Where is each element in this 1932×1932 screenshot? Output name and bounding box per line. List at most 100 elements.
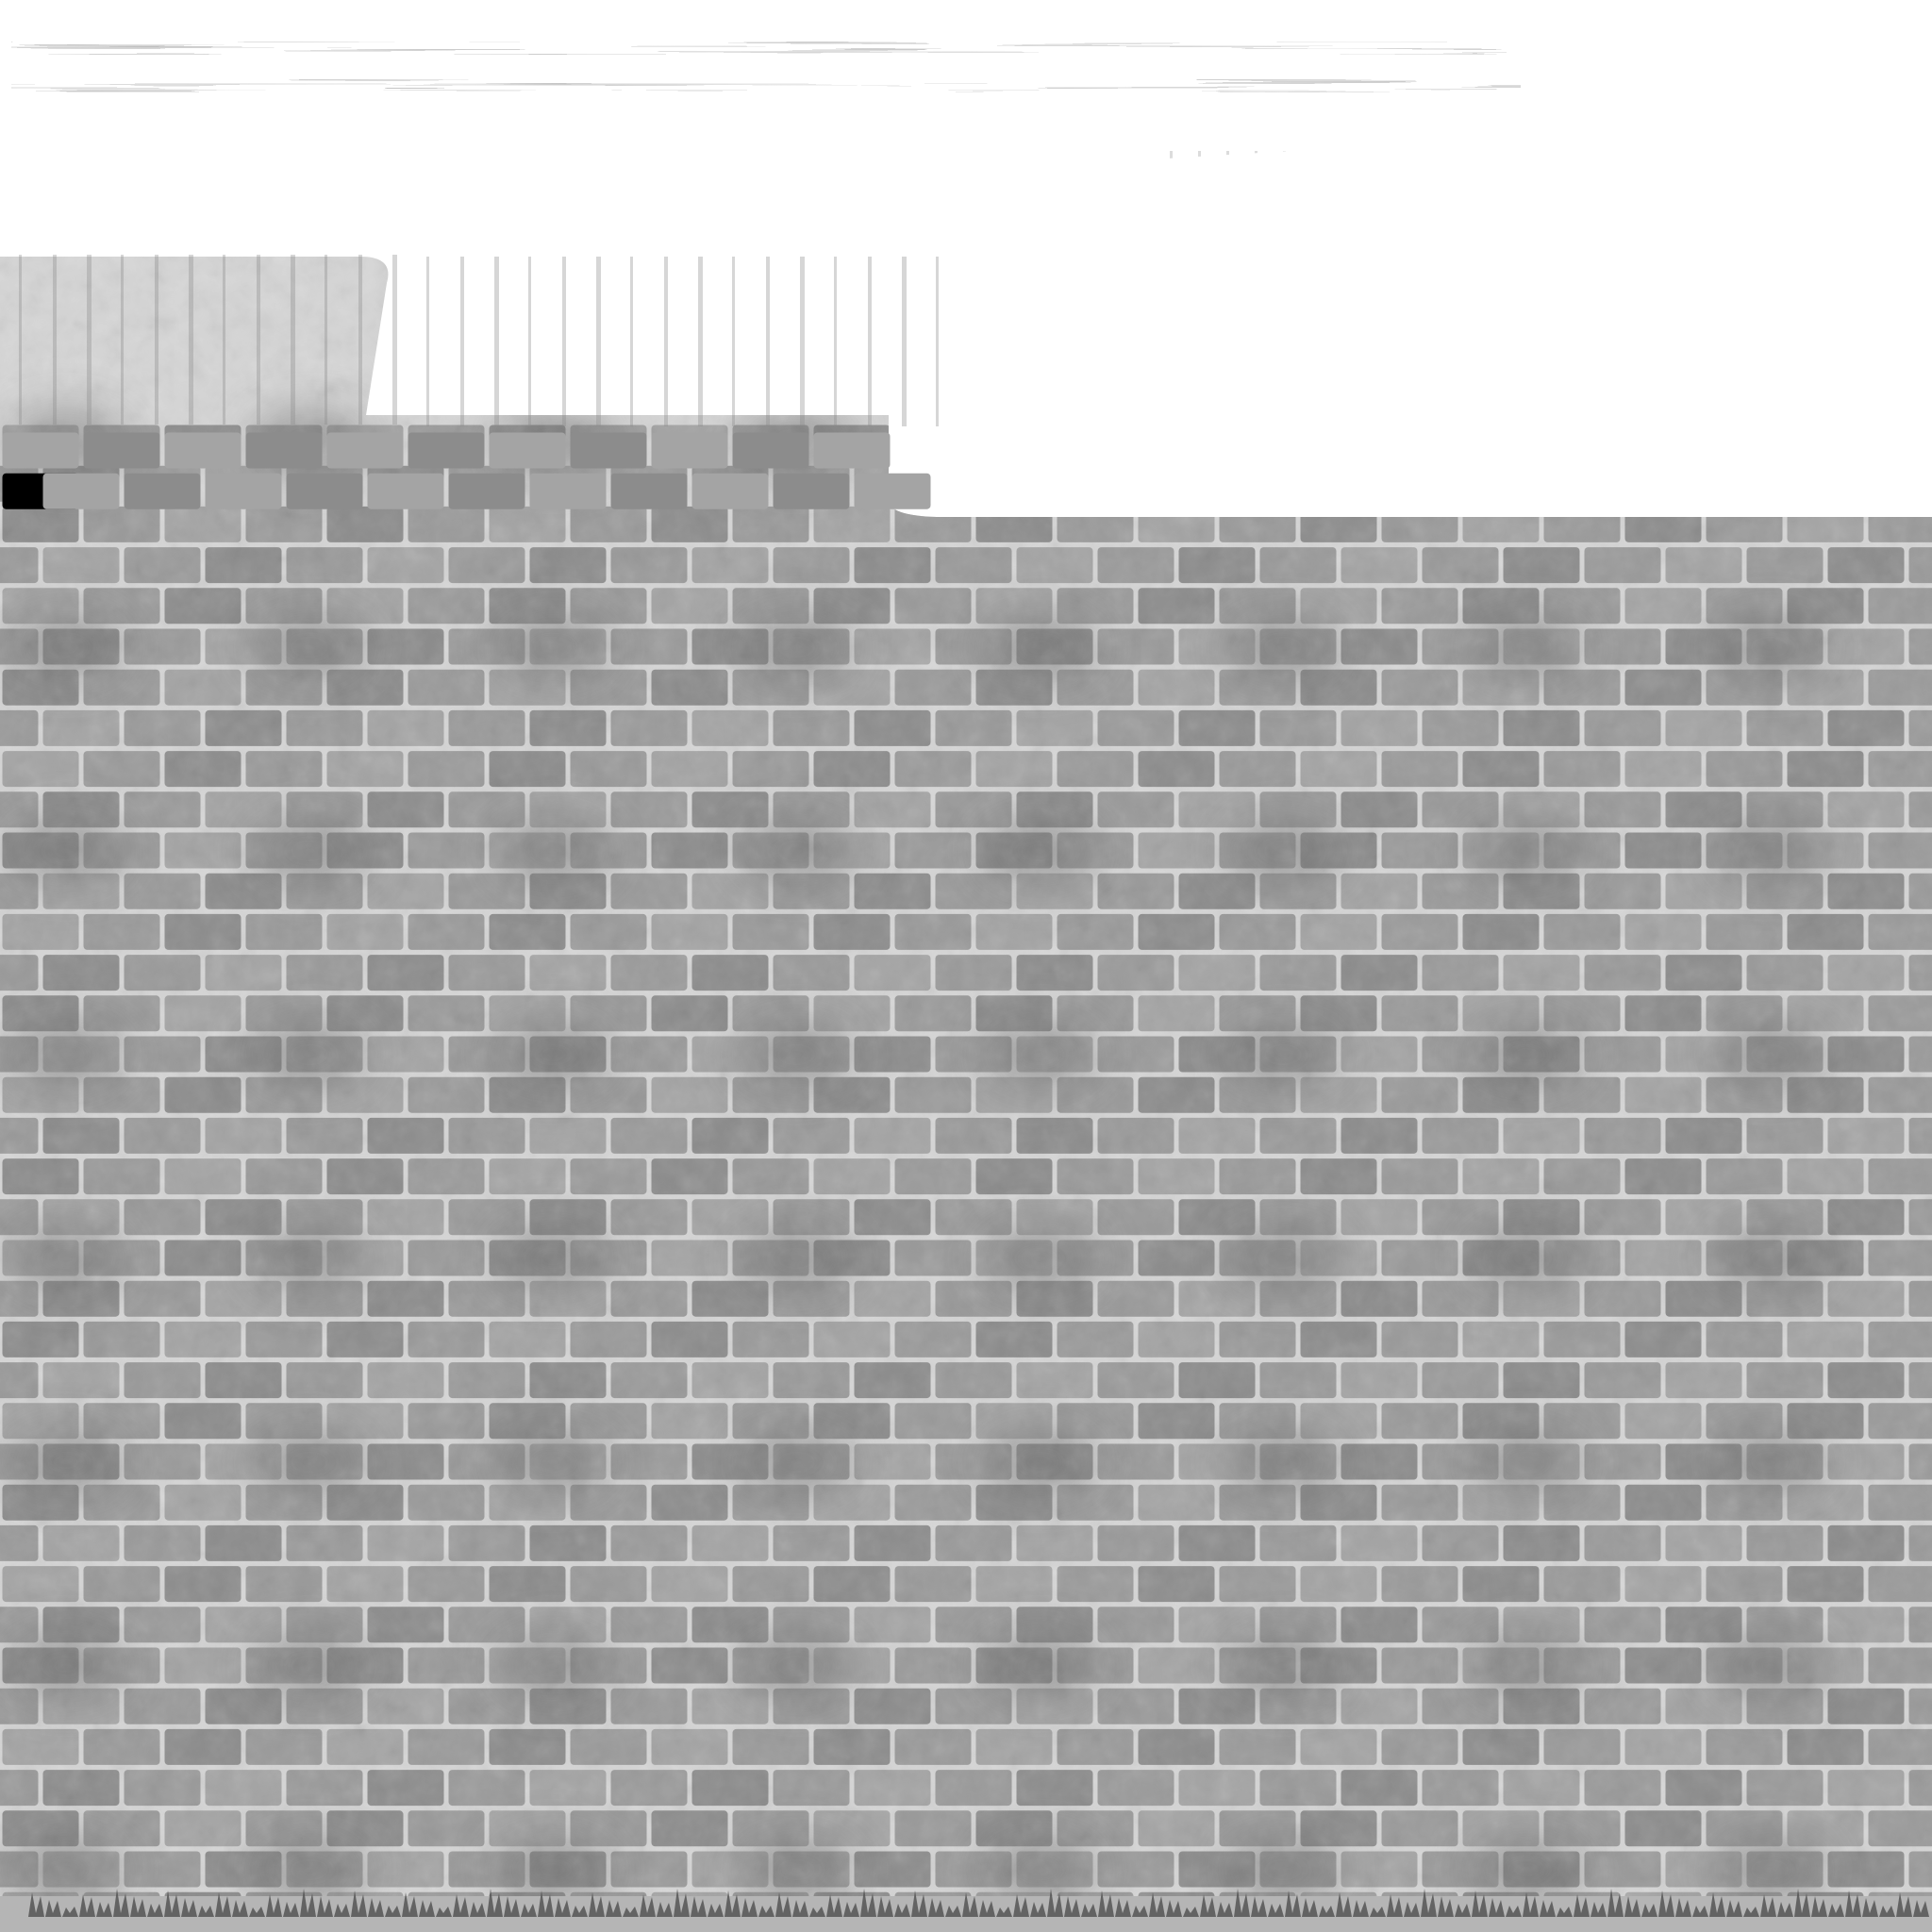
drip-streak [121, 255, 124, 425]
weed-tuft [164, 1890, 180, 1917]
weed-tuft [1268, 1904, 1284, 1917]
brick [1097, 465, 1174, 502]
weed-tuft [419, 1900, 435, 1917]
drip-streak [358, 255, 362, 425]
brick [691, 473, 769, 509]
weed-tuft [691, 1896, 707, 1917]
soot-spot [981, 409, 1098, 477]
weed-tuft [1064, 1896, 1080, 1917]
weed-tuft [351, 1890, 367, 1917]
drip-streak [155, 255, 158, 425]
brick [570, 432, 647, 469]
brick [1178, 465, 1256, 502]
weed-tuft [317, 1896, 333, 1917]
drip-streak [698, 257, 703, 426]
drip-streak [257, 255, 260, 425]
weed-tuft [1438, 1896, 1454, 1917]
weed-tuft [62, 1907, 78, 1917]
brick [1827, 465, 1905, 502]
brick [813, 432, 891, 469]
brick [1422, 465, 1499, 502]
weed-tuft [368, 1898, 384, 1917]
weed-tuft [589, 1892, 605, 1917]
brick [42, 473, 120, 509]
weed-tuft [215, 1892, 231, 1917]
brick [894, 425, 972, 461]
weed-tuft [606, 1900, 622, 1917]
scratch-strip-top-2 [11, 79, 1521, 92]
brick [1543, 425, 1621, 461]
weed-tuft [1760, 1894, 1776, 1917]
drip-streak [291, 255, 295, 425]
weed-tuft [1574, 1894, 1590, 1917]
weed-tuft [640, 1894, 656, 1917]
weed-tuft [1913, 1900, 1929, 1917]
brick [1016, 465, 1093, 502]
brick [205, 473, 282, 509]
drip-streak [528, 257, 531, 426]
ground-strip [0, 1889, 1932, 1932]
drip-streak [834, 257, 837, 426]
white-panel [981, 0, 1932, 415]
weed-tuft [1607, 1889, 1624, 1917]
brick [286, 473, 363, 509]
weed-tuft [623, 1907, 639, 1917]
weed-tuft [674, 1889, 690, 1917]
weed-tuft [1149, 1892, 1165, 1917]
weed-tuft [1845, 1890, 1861, 1917]
weed-tuft [487, 1889, 503, 1917]
weed-tuft [181, 1898, 197, 1917]
brick [1057, 425, 1134, 461]
weed-tuft [1387, 1894, 1403, 1917]
weed-tuft [79, 1894, 95, 1917]
brick [83, 432, 160, 469]
brick [1746, 465, 1824, 502]
weed-tuft [1591, 1902, 1607, 1917]
brick [975, 425, 1053, 461]
weed-tuft [1675, 1898, 1691, 1917]
weed-tuft [538, 1890, 554, 1917]
brick [1300, 425, 1377, 461]
weed-tuft [1404, 1902, 1420, 1917]
weed-tufts [28, 1889, 1929, 1917]
weed-tuft [860, 1889, 876, 1917]
upper-brick-columns [2, 432, 931, 509]
brick [854, 473, 931, 509]
weed-tuft [283, 1902, 299, 1917]
weed-tuft [1047, 1889, 1063, 1917]
weed-tuft [809, 1907, 825, 1917]
weed-tuft [1098, 1890, 1114, 1917]
weed-tuft [1794, 1889, 1810, 1917]
brick [408, 432, 485, 469]
brick [1381, 425, 1458, 461]
weed-tuft [1862, 1898, 1878, 1917]
weed-tuft [1370, 1907, 1386, 1917]
weed-tuft [708, 1904, 724, 1917]
weed-tuft [572, 1906, 588, 1917]
brick [124, 473, 201, 509]
weed-tuft [877, 1896, 893, 1917]
brick [651, 432, 728, 469]
weed-tuft [1743, 1907, 1759, 1917]
weed-tuft [96, 1902, 112, 1917]
weed-tuft [1132, 1906, 1148, 1917]
brick [732, 432, 809, 469]
weed-tuft [1506, 1906, 1522, 1917]
brick [326, 432, 404, 469]
weed-tuft [113, 1889, 129, 1917]
weed-tuft [1709, 1892, 1725, 1917]
weed-tuft [334, 1904, 350, 1917]
weed-tuft [775, 1892, 791, 1917]
drip-streak [562, 257, 566, 426]
weed-tuft [1489, 1898, 1505, 1917]
weed-tuft [979, 1900, 995, 1917]
brick [367, 473, 444, 509]
weed-tuft [1455, 1904, 1471, 1917]
brick [1584, 465, 1661, 502]
weed-tuft [1115, 1898, 1131, 1917]
brick [529, 473, 607, 509]
weed-tuft [1251, 1896, 1267, 1917]
weed-tuft [232, 1900, 248, 1917]
